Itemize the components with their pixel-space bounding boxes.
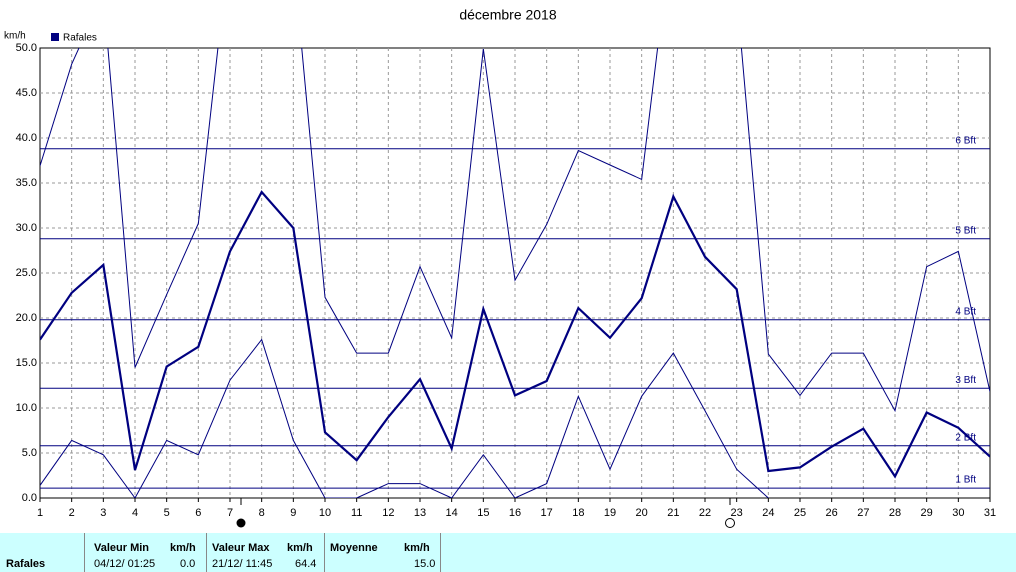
- y-tick-label: 45.0: [16, 87, 37, 99]
- y-tick-label: 0.0: [22, 492, 37, 504]
- chart: décembre 2018 km/h 0.0 5.0 10.0 15.0 20.0 25.…: [4, 7, 996, 528]
- x-tick-label: 2: [69, 507, 75, 519]
- x-tick-label: 13: [414, 507, 426, 519]
- cell-date: 04/12/ 01:25: [94, 558, 156, 570]
- x-tick-label: 14: [446, 507, 458, 519]
- col-header: Moyenne: [330, 542, 378, 554]
- x-tick-label: 24: [762, 507, 774, 519]
- cell-value: 64.4: [295, 558, 317, 570]
- x-tick-label: 22: [699, 507, 711, 519]
- cell-value: 0.0: [180, 558, 196, 570]
- y-tick-label: 5.0: [22, 447, 37, 459]
- x-tick-label: 21: [667, 507, 679, 519]
- beaufort-label: 3 Bft: [955, 375, 976, 386]
- x-tick-label: 27: [857, 507, 869, 519]
- x-tick-label: 30: [952, 507, 964, 519]
- beaufort-label: 2 Bft: [955, 432, 976, 443]
- beaufort-label: 4 Bft: [955, 306, 976, 317]
- x-tick-label: 16: [509, 507, 521, 519]
- y-tick-label: 25.0: [16, 267, 37, 279]
- x-tick-label: 15: [477, 507, 489, 519]
- x-tick-label: 17: [541, 507, 553, 519]
- series-group: [40, 48, 990, 498]
- y-tick-label: 35.0: [16, 177, 37, 189]
- col-sep: [84, 533, 85, 572]
- x-tick-label: 20: [636, 507, 648, 519]
- x-tick-label: 12: [382, 507, 394, 519]
- col-unit: km/h: [287, 542, 313, 554]
- col-header: Valeur Min: [94, 542, 150, 554]
- x-tick-label: 26: [826, 507, 838, 519]
- x-tick-label: 1: [37, 507, 43, 519]
- legend-swatch: [51, 33, 59, 41]
- x-tick-label: 9: [290, 507, 296, 519]
- beaufort-label: 5 Bft: [955, 225, 976, 236]
- moon-new: [725, 518, 735, 528]
- row-label: Rafales: [6, 558, 46, 570]
- summary-table: Rafales Valeur Min km/h 04/12/ 01:25 0.0…: [0, 533, 1016, 572]
- chart-title: décembre 2018: [459, 7, 557, 23]
- x-tick-label: 31: [984, 507, 996, 519]
- col-sep: [324, 533, 325, 572]
- col-header: Valeur Max: [212, 542, 270, 554]
- y-tick-label: 15.0: [16, 357, 37, 369]
- x-tick-label: 29: [921, 507, 933, 519]
- x-tick-label: 25: [794, 507, 806, 519]
- y-tick-label: 20.0: [16, 312, 37, 324]
- x-tick-label: 28: [889, 507, 901, 519]
- col-unit: km/h: [170, 542, 196, 554]
- x-tick-label: 11: [351, 507, 362, 519]
- x-tick-label: 10: [319, 507, 331, 519]
- x-tick-label: 18: [572, 507, 584, 519]
- y-tick-label: 50.0: [16, 42, 37, 54]
- col-sep: [440, 533, 441, 572]
- beaufort-label: 6 Bft: [955, 135, 976, 146]
- x-tick-label: 5: [164, 507, 170, 519]
- beaufort-label: 1 Bft: [955, 475, 976, 486]
- y-tick-label: 10.0: [16, 402, 37, 414]
- x-tick-label: 4: [132, 507, 138, 519]
- y-tick-label: 40.0: [16, 132, 37, 144]
- y-tick-label: 30.0: [16, 222, 37, 234]
- x-tick-label: 7: [227, 507, 233, 519]
- moon-full: [236, 518, 246, 528]
- series-line: [40, 338, 769, 498]
- col-sep: [206, 533, 207, 572]
- legend-label: Rafales: [63, 33, 97, 44]
- x-tick-label: 8: [259, 507, 265, 519]
- y-axis-label: km/h: [4, 31, 26, 42]
- series-line: [40, 190, 990, 479]
- col-unit: km/h: [404, 542, 430, 554]
- cell-date: 21/12/ 11:45: [212, 558, 273, 570]
- cell-value: 15.0: [414, 558, 436, 570]
- x-tick-label: 6: [195, 507, 201, 519]
- series-line: [40, 48, 990, 413]
- x-tick-label: 23: [731, 507, 743, 519]
- x-tick-label: 19: [604, 507, 616, 519]
- x-tick-label: 3: [100, 507, 106, 519]
